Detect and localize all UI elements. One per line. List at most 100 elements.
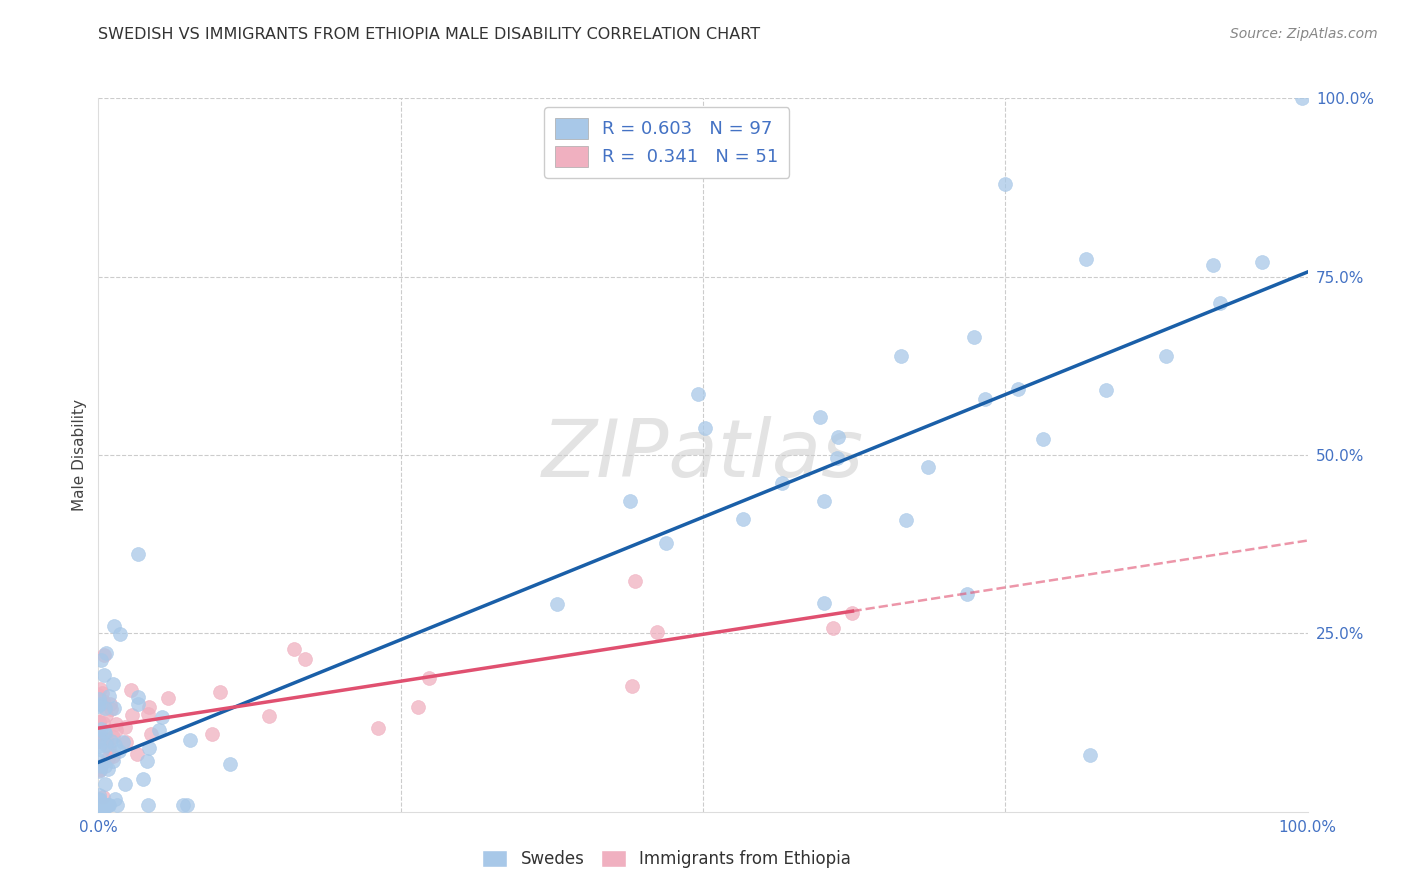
Point [87, 734, 110, 748]
Point [136, 707, 159, 722]
Point [103, 792, 125, 806]
Point [101, 677, 124, 691]
Point [87, 727, 110, 741]
Point [1154, 349, 1177, 363]
Point [103, 700, 125, 714]
Point [89, 698, 111, 712]
Point [89, 714, 111, 729]
Point [87, 797, 110, 812]
Point [108, 744, 131, 758]
Point [841, 606, 863, 620]
Point [813, 493, 835, 508]
Point [686, 387, 709, 401]
Point [91, 797, 114, 812]
Point [963, 329, 986, 343]
Point [90, 759, 112, 773]
Point [89, 763, 111, 777]
Point [87, 691, 110, 706]
Point [89, 797, 111, 812]
Point [90, 695, 112, 709]
Point [94, 777, 117, 791]
Point [93, 667, 115, 681]
Point [620, 679, 643, 693]
Point [87, 788, 110, 802]
Point [1251, 254, 1274, 268]
Point [87, 797, 110, 812]
Point [103, 619, 125, 633]
Point [87, 797, 110, 812]
Point [87, 694, 110, 708]
Point [138, 797, 160, 812]
Point [94, 701, 117, 715]
Point [138, 740, 160, 755]
Point [127, 697, 149, 711]
Point [104, 738, 127, 752]
Point [917, 460, 939, 475]
Point [89, 760, 111, 774]
Point [138, 699, 160, 714]
Point [135, 754, 157, 768]
Point [219, 757, 242, 772]
Point [89, 714, 111, 729]
Point [418, 671, 440, 685]
Point [645, 625, 668, 640]
Point [87, 797, 110, 812]
Point [619, 494, 641, 508]
Point [100, 734, 122, 748]
Point [1007, 382, 1029, 396]
Point [98, 697, 121, 711]
Point [89, 793, 111, 807]
Point [87, 759, 110, 773]
Point [283, 641, 305, 656]
Point [1032, 432, 1054, 446]
Point [87, 739, 110, 754]
Point [97, 762, 120, 776]
Point [141, 726, 163, 740]
Point [87, 764, 110, 778]
Point [96, 797, 118, 812]
Point [693, 421, 716, 435]
Point [1095, 383, 1118, 397]
Point [827, 430, 849, 444]
Point [808, 409, 831, 424]
Point [87, 733, 110, 747]
Point [176, 797, 198, 812]
Point [104, 723, 127, 738]
Point [896, 513, 918, 527]
Point [110, 627, 132, 641]
Point [731, 512, 754, 526]
Point [91, 716, 114, 731]
Point [821, 621, 844, 635]
Point [655, 536, 678, 550]
Point [97, 797, 120, 812]
Point [94, 731, 117, 746]
Point [259, 709, 281, 723]
Point [1201, 258, 1223, 272]
Point [97, 690, 120, 704]
Point [87, 753, 110, 767]
Text: SWEDISH VS IMMIGRANTS FROM ETHIOPIA MALE DISABILITY CORRELATION CHART: SWEDISH VS IMMIGRANTS FROM ETHIOPIA MALE… [98, 27, 761, 42]
Point [172, 797, 194, 812]
Point [956, 587, 979, 601]
Point [148, 723, 170, 738]
Point [94, 758, 117, 772]
Point [87, 797, 110, 812]
Point [546, 597, 568, 611]
Point [813, 596, 835, 610]
Point [89, 797, 111, 812]
Point [121, 707, 143, 722]
Point [127, 547, 149, 561]
Point [94, 738, 117, 752]
Point [96, 646, 118, 660]
Point [91, 797, 114, 812]
Point [91, 694, 114, 708]
Point [97, 741, 120, 756]
Point [367, 721, 389, 735]
Point [93, 725, 115, 739]
Point [201, 726, 224, 740]
Point [90, 722, 112, 736]
Point [97, 751, 120, 765]
Point [98, 797, 121, 812]
Point [101, 755, 124, 769]
Point [770, 476, 793, 491]
